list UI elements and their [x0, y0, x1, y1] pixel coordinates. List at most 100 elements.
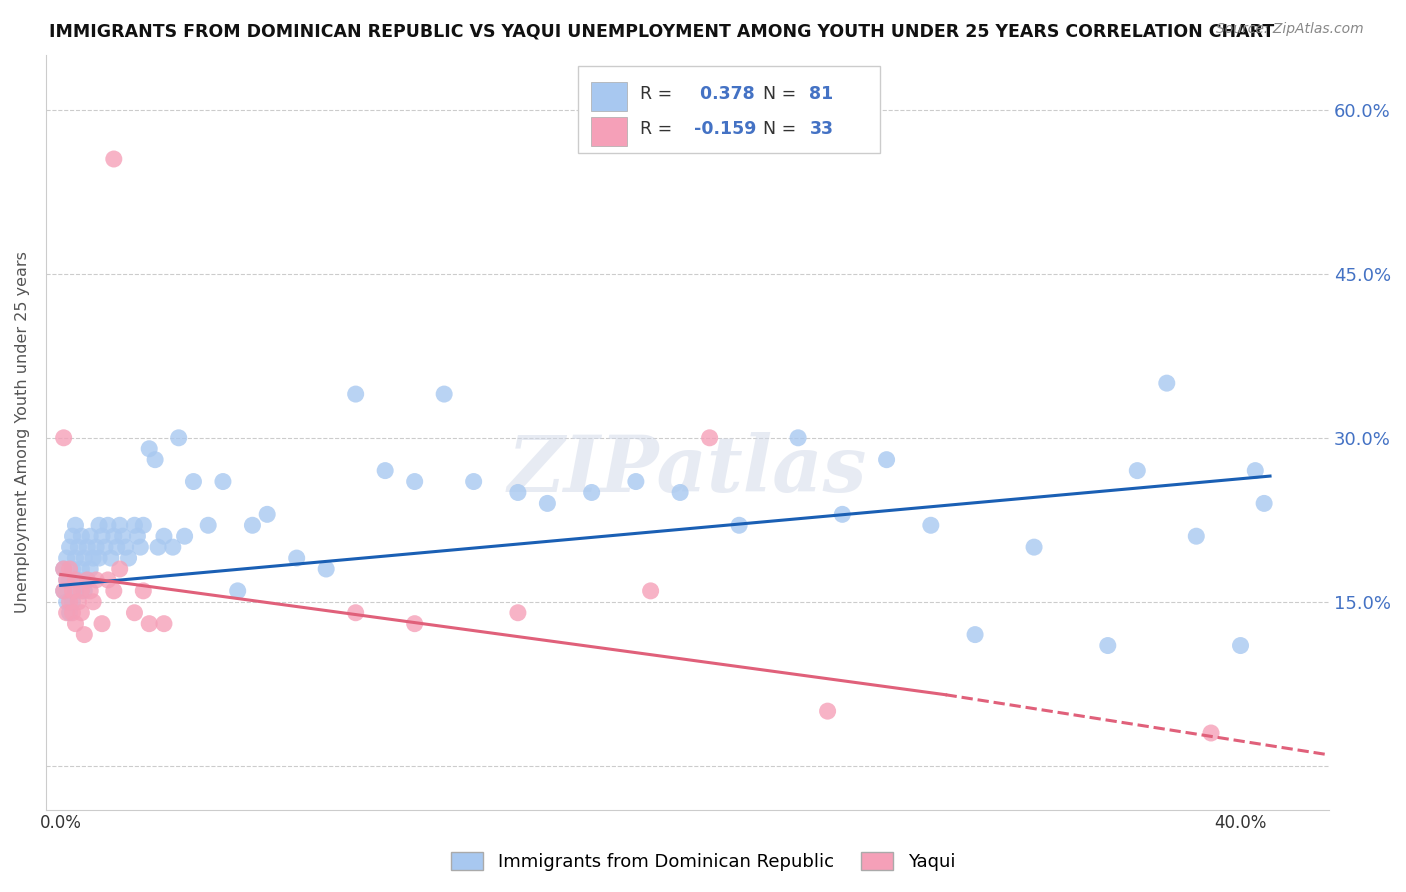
Point: [52, 431, 75, 445]
Point: [52, 562, 75, 576]
Point: [344, 387, 367, 401]
Point: [1199, 726, 1222, 740]
Point: [197, 518, 219, 533]
Point: [73, 551, 96, 566]
Text: ZIPatlas: ZIPatlas: [508, 432, 868, 508]
Point: [62, 606, 84, 620]
Point: [73, 627, 96, 641]
Point: [62, 595, 84, 609]
Text: Source: ZipAtlas.com: Source: ZipAtlas.com: [1216, 22, 1364, 37]
Point: [70, 562, 93, 576]
Point: [114, 540, 136, 554]
Point: [91, 529, 114, 543]
Point: [1156, 376, 1178, 391]
Point: [138, 616, 160, 631]
Point: [70, 529, 93, 543]
Point: [146, 540, 169, 554]
Point: [65, 551, 87, 566]
Point: [124, 606, 146, 620]
Point: [65, 518, 87, 533]
Point: [52, 583, 75, 598]
Point: [55, 573, 77, 587]
Point: [699, 431, 721, 445]
Point: [433, 387, 456, 401]
Point: [65, 583, 87, 598]
Point: [132, 518, 155, 533]
Point: [132, 583, 155, 598]
Point: [79, 583, 101, 598]
Point: [103, 152, 125, 166]
Point: [87, 518, 110, 533]
Point: [103, 529, 125, 543]
Point: [153, 616, 176, 631]
Point: [404, 475, 426, 489]
Point: [831, 508, 853, 522]
Text: R =: R =: [640, 86, 678, 103]
Point: [100, 551, 122, 566]
Point: [212, 475, 235, 489]
Point: [1229, 639, 1251, 653]
Point: [58, 562, 80, 576]
Point: [226, 583, 249, 598]
Point: [124, 518, 146, 533]
Text: N =: N =: [752, 86, 801, 103]
Text: R =: R =: [640, 120, 678, 138]
Point: [129, 540, 152, 554]
Point: [84, 540, 107, 554]
Point: [1022, 540, 1045, 554]
Point: [65, 573, 87, 587]
Point: [70, 606, 93, 620]
Point: [127, 529, 149, 543]
Point: [82, 595, 104, 609]
FancyBboxPatch shape: [592, 117, 627, 145]
FancyBboxPatch shape: [578, 67, 880, 153]
Point: [143, 452, 166, 467]
Point: [506, 485, 529, 500]
Point: [55, 551, 77, 566]
FancyBboxPatch shape: [592, 82, 627, 111]
Point: [79, 562, 101, 576]
Point: [52, 583, 75, 598]
Point: [76, 573, 98, 587]
Point: [73, 583, 96, 598]
Point: [108, 562, 131, 576]
Point: [76, 573, 98, 587]
Point: [624, 475, 647, 489]
Point: [65, 616, 87, 631]
Point: [256, 508, 278, 522]
Point: [97, 573, 120, 587]
Point: [920, 518, 942, 533]
Point: [1244, 464, 1267, 478]
Point: [285, 551, 308, 566]
Point: [111, 529, 134, 543]
Point: [167, 431, 190, 445]
Point: [58, 573, 80, 587]
Point: [374, 464, 396, 478]
Point: [183, 475, 205, 489]
Point: [62, 583, 84, 598]
Point: [315, 562, 337, 576]
Point: [1253, 496, 1275, 510]
Point: [82, 551, 104, 566]
Point: [97, 518, 120, 533]
Point: [965, 627, 987, 641]
Point: [173, 529, 195, 543]
Point: [536, 496, 558, 510]
Point: [76, 540, 98, 554]
Point: [62, 529, 84, 543]
Point: [79, 529, 101, 543]
Point: [58, 540, 80, 554]
Point: [463, 475, 485, 489]
Point: [67, 540, 90, 554]
Point: [67, 573, 90, 587]
Text: IMMIGRANTS FROM DOMINICAN REPUBLIC VS YAQUI UNEMPLOYMENT AMONG YOUTH UNDER 25 YE: IMMIGRANTS FROM DOMINICAN REPUBLIC VS YA…: [49, 22, 1274, 40]
Point: [404, 616, 426, 631]
Text: 33: 33: [810, 120, 834, 138]
Point: [162, 540, 184, 554]
Point: [55, 573, 77, 587]
Point: [787, 431, 810, 445]
Point: [55, 595, 77, 609]
Point: [640, 583, 662, 598]
Point: [52, 562, 75, 576]
Point: [105, 540, 128, 554]
